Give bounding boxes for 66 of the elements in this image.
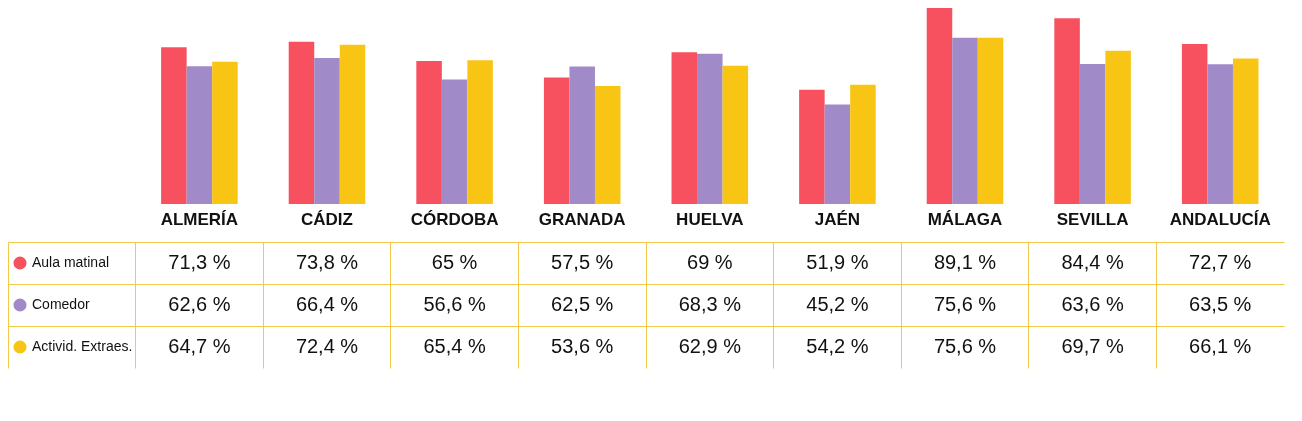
data-label: 53,6 % <box>551 335 614 357</box>
data-label: 68,3 % <box>678 293 742 315</box>
data-label: 72,7 % <box>1189 251 1252 273</box>
bar <box>543 77 570 204</box>
bar <box>339 44 366 204</box>
data-label: 72,4 % <box>295 335 359 357</box>
data-label: 75,6 % <box>933 293 997 315</box>
data-label: 89,1 % <box>933 251 997 273</box>
bar <box>1054 18 1080 204</box>
data-label: 62,5 % <box>551 293 614 315</box>
bar <box>1232 58 1259 204</box>
bar <box>416 61 442 204</box>
legend-label: Aula matinal <box>32 254 110 270</box>
bar <box>1079 64 1106 204</box>
x-tick-label: GRANADA <box>538 209 626 229</box>
legend-label: Comedor <box>32 296 90 312</box>
bar <box>186 66 213 204</box>
data-label: 84,4 % <box>1061 251 1124 273</box>
data-label: 62,6 % <box>168 293 231 315</box>
bar <box>697 53 723 204</box>
data-label: 56,6 % <box>423 293 486 315</box>
legend-label: Activid. Extraes. <box>32 338 133 354</box>
data-label: 73,8 % <box>295 251 359 273</box>
bar <box>161 47 187 204</box>
bar <box>569 66 595 204</box>
bar <box>926 8 953 204</box>
bar <box>314 57 340 204</box>
data-label: 57,5 % <box>551 251 614 273</box>
bar <box>441 79 468 204</box>
data-label: 66,4 % <box>295 293 359 315</box>
bar <box>722 65 749 204</box>
x-tick-label: ALMERÍA <box>160 209 239 229</box>
bar <box>1181 44 1208 204</box>
bar <box>850 84 876 204</box>
bar <box>467 60 493 204</box>
data-label: 63,5 % <box>1189 293 1252 315</box>
data-label: 54,2 % <box>806 335 869 357</box>
x-tick-label: SEVILLA <box>1056 209 1129 229</box>
data-label: 69 % <box>687 251 733 273</box>
x-tick-label: CÁDIZ <box>301 209 353 229</box>
x-tick-label: CÓRDOBA <box>410 209 499 229</box>
bar <box>1207 64 1233 204</box>
bar <box>977 37 1004 204</box>
data-label: 75,6 % <box>933 335 997 357</box>
data-label: 45,2 % <box>806 293 869 315</box>
bar <box>952 37 978 204</box>
data-label: 64,7 % <box>168 335 231 357</box>
x-tick-label: MÁLAGA <box>927 209 1003 229</box>
data-label: 51,9 % <box>806 251 869 273</box>
bar <box>1105 50 1131 204</box>
bar <box>594 86 621 204</box>
data-label: 65 % <box>431 251 478 273</box>
data-label: 66,1 % <box>1189 335 1252 357</box>
bar <box>288 41 315 204</box>
x-tick-label: HUELVA <box>676 209 744 229</box>
data-label: 65,4 % <box>423 335 486 357</box>
bar <box>824 104 851 204</box>
x-tick-label: ANDALUCÍA <box>1169 209 1271 229</box>
data-label: 63,6 % <box>1061 293 1124 315</box>
data-label: 71,3 % <box>168 251 231 273</box>
bar <box>671 52 698 204</box>
bar <box>212 61 238 204</box>
data-label: 69,7 % <box>1061 335 1124 357</box>
bar <box>799 89 825 204</box>
data-label: 62,9 % <box>678 335 742 357</box>
x-tick-label: JAÉN <box>814 209 861 229</box>
